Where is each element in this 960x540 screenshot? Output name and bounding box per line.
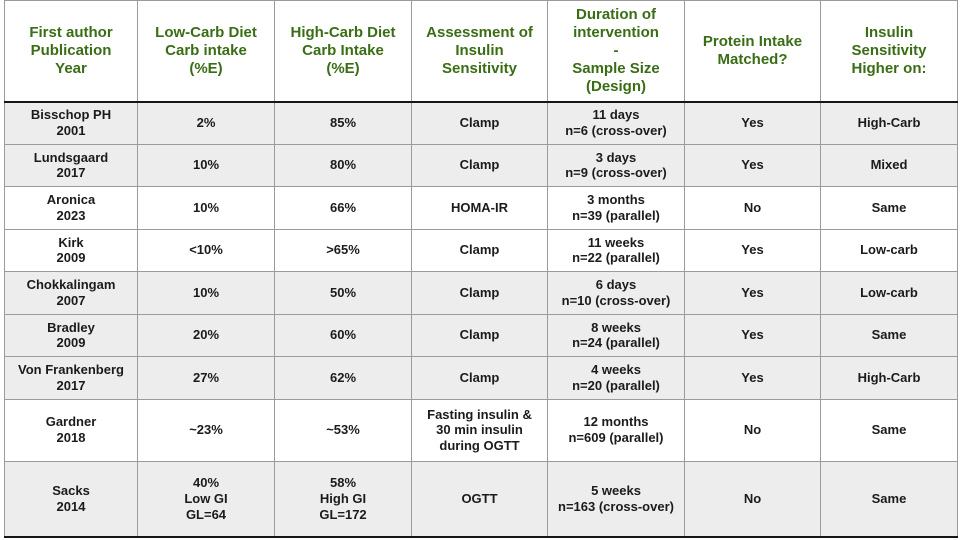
- cell-duration-sample: 5 weeks n=163 (cross-over): [547, 460, 685, 538]
- table-row: Lundsgaard 2017 10% 80% Clamp 3 days n=9…: [4, 143, 958, 187]
- cell-duration-sample: 11 weeks n=22 (parallel): [547, 228, 685, 272]
- header-cell-duration-sample: Duration of intervention - Sample Size (…: [547, 0, 685, 103]
- cell-assessment: Clamp: [411, 271, 548, 315]
- cell-author: Chokkalingam 2007: [4, 271, 138, 315]
- cell-high-carb: >65%: [274, 228, 412, 272]
- cell-duration-sample: 3 months n=39 (parallel): [547, 186, 685, 230]
- cell-protein-matched: No: [684, 460, 821, 538]
- cell-high-carb: 66%: [274, 186, 412, 230]
- cell-low-carb: 10%: [137, 271, 275, 315]
- cell-high-carb: 80%: [274, 143, 412, 187]
- header-cell-protein-matched: Protein Intake Matched?: [684, 0, 821, 103]
- cell-duration-sample: 11 days n=6 (cross-over): [547, 101, 685, 145]
- cell-low-carb: <10%: [137, 228, 275, 272]
- cell-protein-matched: Yes: [684, 143, 821, 187]
- cell-author: Aronica 2023: [4, 186, 138, 230]
- header-row: First author Publication Year Low-Carb D…: [4, 0, 958, 103]
- cell-assessment: Clamp: [411, 356, 548, 400]
- cell-high-carb: 58% High GI GL=172: [274, 460, 412, 538]
- header-cell-higher-on: Insulin Sensitivity Higher on:: [820, 0, 958, 103]
- cell-author: Lundsgaard 2017: [4, 143, 138, 187]
- table-row: Bisschop PH 2001 2% 85% Clamp 11 days n=…: [4, 101, 958, 145]
- cell-protein-matched: Yes: [684, 356, 821, 400]
- cell-assessment: Clamp: [411, 101, 548, 145]
- cell-higher-on: Same: [820, 460, 958, 538]
- cell-higher-on: Same: [820, 186, 958, 230]
- table-row: Gardner 2018 ~23% ~53% Fasting insulin &…: [4, 398, 958, 462]
- cell-assessment: Clamp: [411, 228, 548, 272]
- cell-higher-on: Low-carb: [820, 271, 958, 315]
- cell-author: Von Frankenberg 2017: [4, 356, 138, 400]
- cell-high-carb: ~53%: [274, 398, 412, 462]
- cell-higher-on: Low-carb: [820, 228, 958, 272]
- cell-low-carb: ~23%: [137, 398, 275, 462]
- table-row: Chokkalingam 2007 10% 50% Clamp 6 days n…: [4, 271, 958, 315]
- cell-protein-matched: Yes: [684, 313, 821, 357]
- cell-low-carb: 10%: [137, 143, 275, 187]
- header-cell-author: First author Publication Year: [4, 0, 138, 103]
- cell-protein-matched: No: [684, 186, 821, 230]
- cell-duration-sample: 12 months n=609 (parallel): [547, 398, 685, 462]
- cell-higher-on: Same: [820, 398, 958, 462]
- cell-assessment: Fasting insulin & 30 min insulin during …: [411, 398, 548, 462]
- table-row: Aronica 2023 10% 66% HOMA-IR 3 months n=…: [4, 186, 958, 230]
- cell-high-carb: 85%: [274, 101, 412, 145]
- cell-duration-sample: 3 days n=9 (cross-over): [547, 143, 685, 187]
- cell-higher-on: Mixed: [820, 143, 958, 187]
- table-row: Bradley 2009 20% 60% Clamp 8 weeks n=24 …: [4, 313, 958, 357]
- cell-higher-on: Same: [820, 313, 958, 357]
- cell-author: Kirk 2009: [4, 228, 138, 272]
- cell-protein-matched: No: [684, 398, 821, 462]
- cell-low-carb: 2%: [137, 101, 275, 145]
- cell-author: Bradley 2009: [4, 313, 138, 357]
- cell-high-carb: 50%: [274, 271, 412, 315]
- cell-low-carb: 27%: [137, 356, 275, 400]
- cell-duration-sample: 4 weeks n=20 (parallel): [547, 356, 685, 400]
- cell-assessment: Clamp: [411, 313, 548, 357]
- header-cell-assessment: Assessment of Insulin Sensitivity: [411, 0, 548, 103]
- table-row: Sacks 2014 40% Low GI GL=64 58% High GI …: [4, 460, 958, 538]
- cell-higher-on: High-Carb: [820, 356, 958, 400]
- cell-protein-matched: Yes: [684, 101, 821, 145]
- table-row: Von Frankenberg 2017 27% 62% Clamp 4 wee…: [4, 356, 958, 400]
- cell-protein-matched: Yes: [684, 228, 821, 272]
- cell-duration-sample: 8 weeks n=24 (parallel): [547, 313, 685, 357]
- cell-low-carb: 10%: [137, 186, 275, 230]
- cell-author: Sacks 2014: [4, 460, 138, 538]
- studies-table: First author Publication Year Low-Carb D…: [4, 0, 958, 538]
- header-cell-high-carb: High-Carb Diet Carb Intake (%E): [274, 0, 412, 103]
- cell-high-carb: 60%: [274, 313, 412, 357]
- cell-duration-sample: 6 days n=10 (cross-over): [547, 271, 685, 315]
- header-cell-low-carb: Low-Carb Diet Carb intake (%E): [137, 0, 275, 103]
- cell-high-carb: 62%: [274, 356, 412, 400]
- table-row: Kirk 2009 <10% >65% Clamp 11 weeks n=22 …: [4, 228, 958, 272]
- cell-assessment: Clamp: [411, 143, 548, 187]
- cell-assessment: HOMA-IR: [411, 186, 548, 230]
- cell-author: Gardner 2018: [4, 398, 138, 462]
- cell-assessment: OGTT: [411, 460, 548, 538]
- cell-protein-matched: Yes: [684, 271, 821, 315]
- cell-low-carb: 20%: [137, 313, 275, 357]
- cell-author: Bisschop PH 2001: [4, 101, 138, 145]
- cell-higher-on: High-Carb: [820, 101, 958, 145]
- cell-low-carb: 40% Low GI GL=64: [137, 460, 275, 538]
